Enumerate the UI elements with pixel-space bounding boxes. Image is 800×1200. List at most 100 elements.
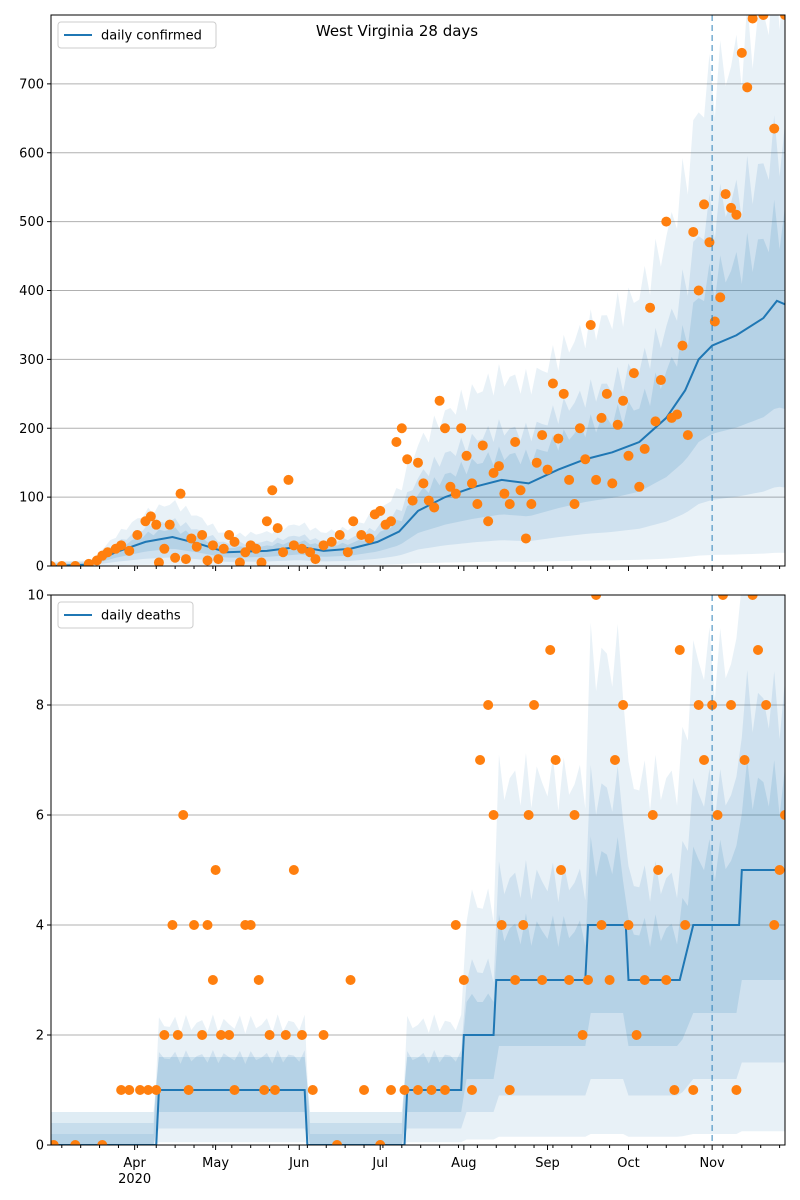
observed-point [399,1085,410,1095]
observed-point [407,495,418,506]
observed-point [612,419,623,430]
observed-point [175,488,186,499]
observed-point [253,975,264,985]
observed-point [229,1085,240,1095]
observed-point [356,530,367,541]
y-tick-label: 600 [19,146,44,161]
observed-point [623,920,634,930]
observed-point [386,1085,397,1095]
observed-point [628,368,639,379]
uncertainty-band [51,595,785,1145]
observed-point [186,533,197,544]
observed-point [213,554,224,565]
observed-point [580,454,591,465]
observed-point [669,1085,680,1095]
y-tick-label: 200 [19,422,44,437]
observed-point [634,481,645,492]
observed-point [307,1085,318,1095]
observed-point [159,1030,170,1040]
observed-point [391,437,402,448]
observed-point [296,1030,307,1040]
observed-point [780,15,785,20]
observed-point [717,595,728,600]
observed-point [143,1085,154,1095]
observed-point [132,530,143,541]
observed-point [251,543,262,554]
observed-point [466,1085,477,1095]
x-tick-label: May [202,1156,229,1171]
observed-point [167,920,178,930]
observed-point [364,533,375,544]
observed-point [655,375,666,386]
x-tick-sublabel: 2020 [118,1172,151,1187]
observed-point [774,865,785,875]
y-tick-label: 2 [36,1029,44,1044]
observed-point [207,975,218,985]
x-tick-label: Aug [451,1156,476,1171]
observed-point [618,395,629,406]
observed-point [529,700,540,710]
observed-point [601,388,612,399]
observed-point [688,1085,699,1095]
observed-point [731,209,742,220]
observed-point [475,755,486,765]
observed-point [342,547,353,558]
observed-point [153,557,164,566]
observed-point [418,478,429,489]
observed-point [183,1085,194,1095]
observed-point [202,555,213,566]
observed-point [51,1140,59,1145]
observed-point [553,433,564,444]
observed-point [653,865,664,875]
figure-title: West Virginia 28 days [316,22,478,40]
observed-point [547,378,558,389]
observed-point [504,499,515,510]
observed-point [583,975,594,985]
legend-box [57,21,217,49]
observed-point [499,488,510,499]
observed-point [747,15,758,24]
observed-point [450,488,461,499]
observed-point [97,1140,108,1145]
observed-point [545,645,556,655]
y-tick-label: 6 [36,809,44,824]
observed-point [180,554,191,565]
observed-point [283,474,294,485]
observed-point [189,920,200,930]
observed-point [639,443,650,454]
observed-point [269,1085,280,1095]
observed-point [596,412,607,423]
y-tick-label: 0 [36,1139,44,1154]
observed-point [240,547,251,558]
observed-point [526,499,537,510]
x-tick-label: Jun [288,1156,309,1171]
observed-point [736,47,747,58]
observed-point [375,1140,386,1145]
observed-point [680,920,691,930]
observed-point [596,920,607,930]
observed-point [224,530,235,541]
observed-point [305,547,316,558]
observed-point [715,292,726,303]
observed-point [585,319,596,330]
observed-point [564,975,575,985]
observed-point [518,920,529,930]
observed-point [458,975,469,985]
observed-point [261,516,272,527]
observed-point [591,595,602,600]
observed-point [704,237,715,248]
observed-point [202,920,213,930]
legend-label: daily confirmed [101,29,202,44]
x-tick-label: Sep [535,1156,560,1171]
plot-area [51,15,785,566]
x-tick-label: Jul [371,1156,388,1171]
observed-point [674,645,685,655]
observed-point [647,810,658,820]
observed-point [661,975,672,985]
observed-point [116,540,127,551]
observed-point [753,645,764,655]
legend-label: daily deaths [101,609,181,624]
observed-point [731,1085,742,1095]
observed-point [604,975,615,985]
observed-point [693,700,704,710]
